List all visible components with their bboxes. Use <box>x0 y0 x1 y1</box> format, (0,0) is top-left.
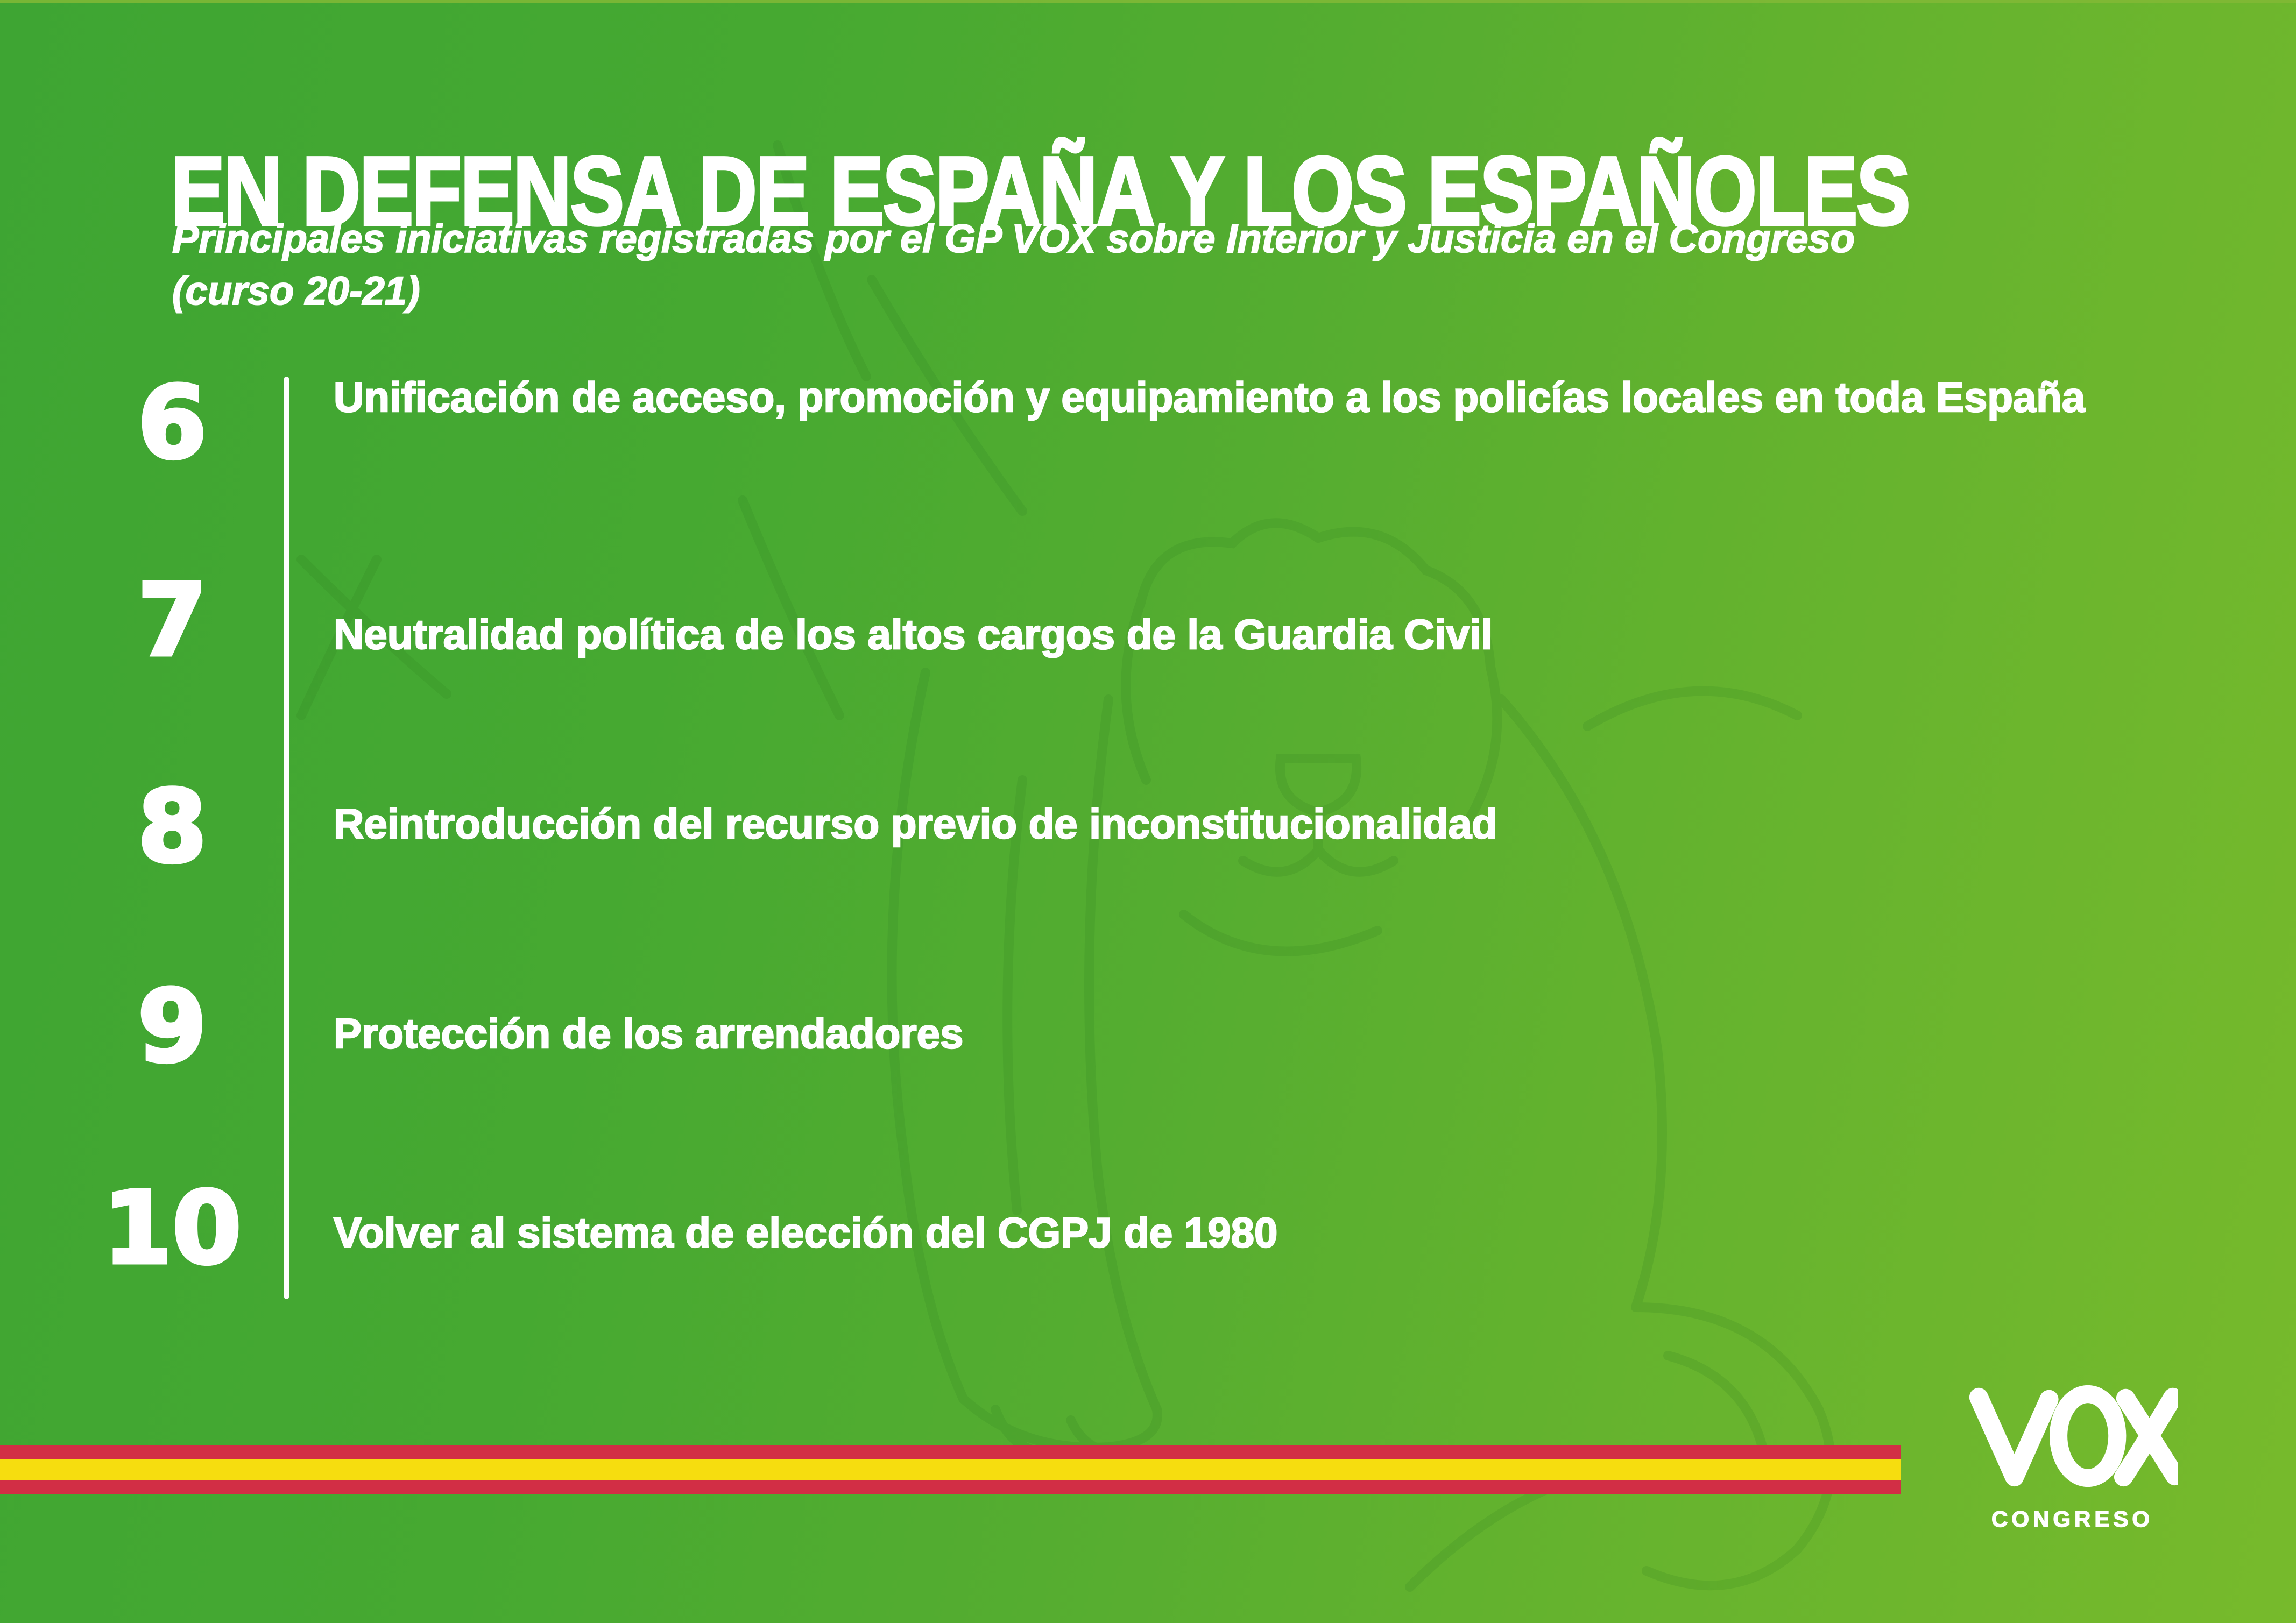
item-text: Unificación de acceso, promoción y equip… <box>333 373 2086 422</box>
vox-logo-x2 <box>2114 1387 2178 1487</box>
item-number: 9 <box>136 968 209 1085</box>
vox-logo-v <box>1969 1387 2059 1487</box>
item-text: Protección de los arrendadores <box>333 1009 964 1058</box>
item-number: 7 <box>136 562 209 678</box>
page-title: EN DEFENSA DE ESPAÑA Y LOS ESPAÑOLES <box>170 137 1912 245</box>
vox-logo-o <box>2050 1385 2127 1487</box>
item-text: Reintroducción del recurso previo de inc… <box>333 799 1498 848</box>
flag-red-band-bottom <box>0 1480 1901 1494</box>
list-divider <box>284 377 289 1299</box>
item-text: Volver al sistema de elección del CGPJ d… <box>333 1208 1278 1257</box>
vox-congreso-label: CONGRESO <box>1991 1506 2154 1532</box>
vox-logo: VOX <box>1969 1385 2178 1487</box>
page-subtitle: Principales iniciativas registradas por … <box>172 216 1855 314</box>
item-number: 10 <box>101 1170 243 1286</box>
spain-flag-stripe <box>0 1445 1901 1494</box>
item-number: 6 <box>136 365 209 481</box>
flag-yellow-band <box>0 1459 1901 1480</box>
item-text: Neutralidad política de los altos cargos… <box>333 610 1494 659</box>
item-number: 8 <box>136 769 209 885</box>
flag-red-band-top <box>0 1445 1901 1459</box>
